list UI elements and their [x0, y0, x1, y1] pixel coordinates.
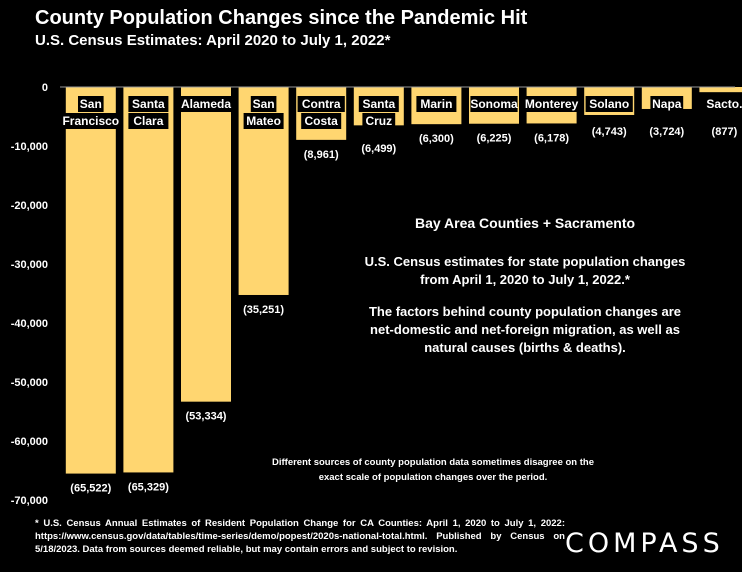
info-paragraph-factors: The factors behind county population cha… — [368, 304, 682, 355]
value-label: (6,300) — [419, 133, 454, 145]
category-label: Alameda — [181, 97, 231, 111]
category-label: San — [80, 97, 102, 111]
value-label: (6,499) — [361, 143, 396, 155]
category-label-band — [250, 96, 277, 112]
category-label: Monterey — [525, 97, 579, 111]
value-label: (8,961) — [304, 149, 339, 161]
category-label-band — [416, 96, 457, 112]
y-tick-label: -60,000 — [11, 436, 48, 448]
category-label-band — [358, 96, 399, 112]
sources-note: Different sources of county population d… — [272, 457, 594, 483]
value-label: (65,329) — [128, 481, 169, 493]
category-label-band — [301, 113, 342, 129]
value-label: (35,251) — [243, 304, 284, 316]
category-label-band — [520, 96, 583, 112]
y-tick-label: -70,000 — [11, 495, 48, 507]
y-tick-label: -30,000 — [11, 259, 48, 271]
value-label: (877) — [712, 126, 738, 138]
category-label-band — [470, 96, 518, 112]
category-label: Sacto. — [706, 97, 742, 111]
category-label: Marin — [420, 97, 452, 111]
y-tick-label: -10,000 — [11, 141, 48, 153]
y-tick-label: -20,000 — [11, 200, 48, 212]
value-label: (4,743) — [592, 126, 627, 138]
bar — [123, 87, 174, 473]
category-label: Contra — [302, 97, 341, 111]
value-label: (53,334) — [186, 411, 227, 423]
bar — [65, 87, 116, 474]
category-label: Mateo — [246, 114, 281, 128]
category-label: Santa — [132, 97, 165, 111]
category-label: Solano — [589, 97, 629, 111]
category-label: Sonoma — [470, 97, 518, 111]
value-label: (6,178) — [534, 132, 569, 144]
category-label-band — [56, 113, 126, 129]
bar — [181, 87, 231, 402]
info-heading: Bay Area Counties + Sacramento — [414, 215, 636, 231]
category-label-band — [297, 96, 345, 112]
category-label: Napa — [652, 97, 682, 111]
category-label-band — [650, 96, 684, 112]
info-paragraph-census: U.S. Census estimates for state populati… — [364, 254, 686, 287]
category-label-band — [78, 96, 104, 112]
value-label: (3,724) — [649, 126, 684, 138]
category-label-band — [128, 113, 169, 129]
compass-logo: COMPASS — [565, 528, 724, 559]
category-label: Clara — [133, 114, 163, 128]
category-label: Francisco — [62, 114, 119, 128]
category-label-band — [178, 96, 234, 112]
category-label-band — [585, 96, 633, 112]
chart-title: County Population Changes since the Pand… — [35, 7, 528, 29]
footnote: * U.S. Census Annual Estimates of Reside… — [35, 518, 565, 555]
bar — [699, 87, 742, 93]
category-label-band — [362, 113, 396, 129]
category-label: Cruz — [365, 114, 392, 128]
value-label: (6,225) — [477, 133, 512, 145]
category-label-band — [243, 113, 284, 129]
y-tick-label: 0 — [42, 82, 48, 94]
category-label: Costa — [305, 114, 339, 128]
value-label: (65,522) — [70, 483, 111, 495]
category-label: Santa — [362, 97, 395, 111]
category-label: San — [253, 97, 275, 111]
category-label-band — [128, 96, 169, 112]
chart-subtitle: U.S. Census Estimates: April 2020 to Jul… — [35, 32, 391, 49]
y-tick-label: -50,000 — [11, 377, 48, 389]
y-tick-label: -40,000 — [11, 318, 48, 330]
